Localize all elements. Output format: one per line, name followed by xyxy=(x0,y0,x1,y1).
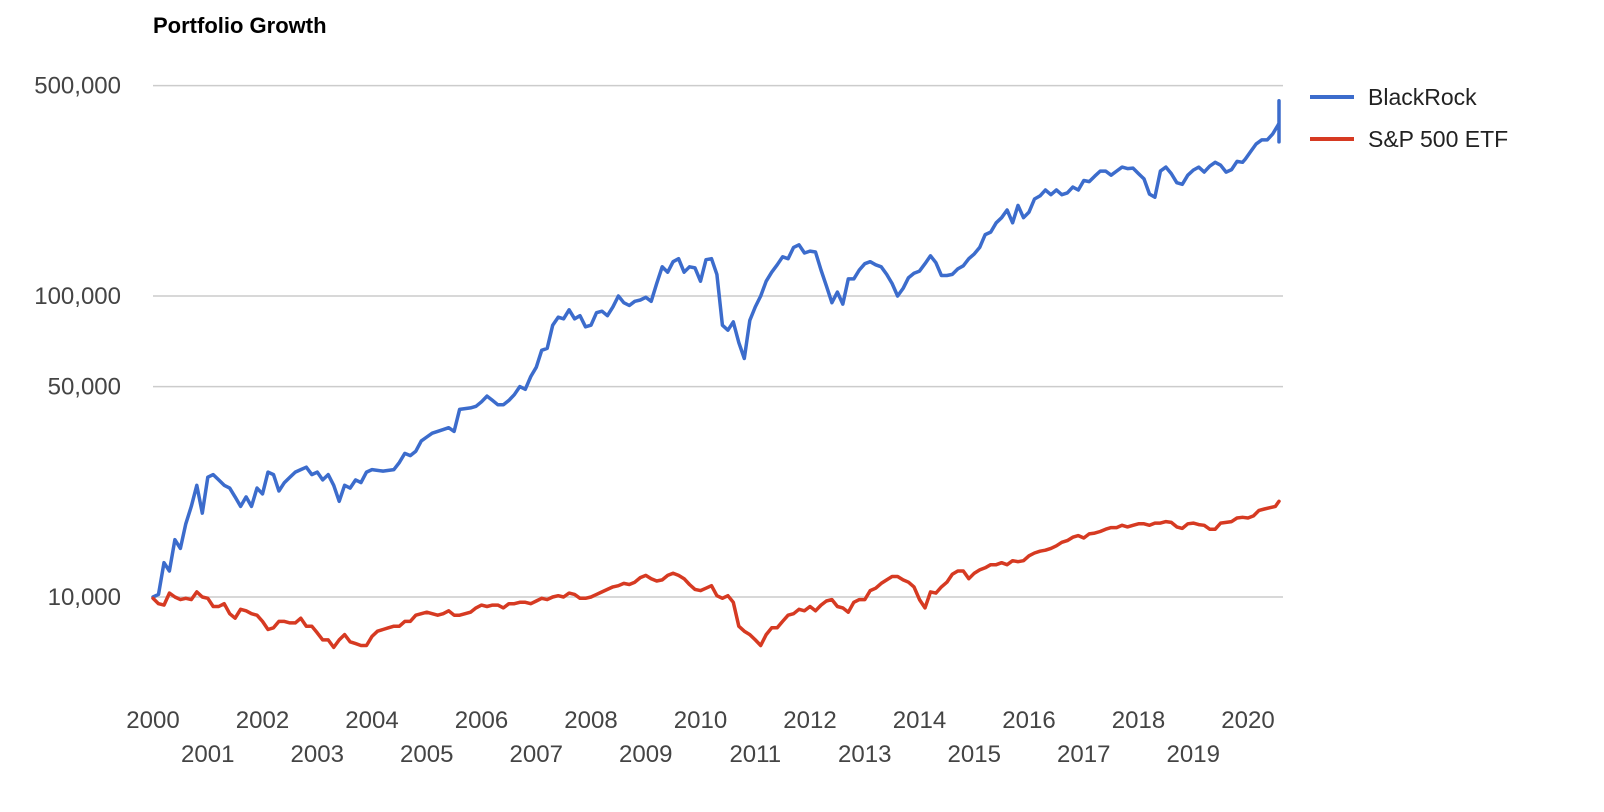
series-line-1 xyxy=(151,499,1281,650)
x-tick-label: 2009 xyxy=(619,741,672,768)
x-tick-label: 2013 xyxy=(838,741,891,768)
x-tick-label: 2017 xyxy=(1057,741,1110,768)
x-tick-label: 2006 xyxy=(455,707,508,734)
x-tick-label: 2008 xyxy=(564,707,617,734)
y-tick-label: 10,000 xyxy=(48,584,121,611)
chart-title: Portfolio Growth xyxy=(153,13,327,38)
gridlines xyxy=(153,84,1283,598)
y-tick-label: 100,000 xyxy=(34,283,121,310)
legend: BlackRock S&P 500 ETF xyxy=(1310,84,1508,152)
x-tick-label: 2014 xyxy=(893,707,946,734)
x-tick-label: 2007 xyxy=(510,741,563,768)
x-tick-label: 2019 xyxy=(1167,741,1220,768)
x-tick-label: 2020 xyxy=(1221,707,1274,734)
x-tick-label: 2012 xyxy=(783,707,836,734)
x-tick-label: 2000 xyxy=(126,707,179,734)
x-tick-label: 2004 xyxy=(345,707,398,734)
series-lines xyxy=(151,99,1281,650)
y-tick-label: 50,000 xyxy=(48,374,121,401)
x-axis-tick-labels: 2000200120022003200420052006200720082009… xyxy=(126,707,1274,768)
y-tick-label: 500,000 xyxy=(34,73,121,100)
x-tick-label: 2003 xyxy=(291,741,344,768)
legend-label: BlackRock xyxy=(1368,84,1477,110)
x-tick-label: 2015 xyxy=(948,741,1001,768)
x-tick-label: 2011 xyxy=(729,741,781,768)
y-axis-tick-labels: 10,000 50,000 100,000 500,000 xyxy=(34,73,121,611)
x-tick-label: 2010 xyxy=(674,707,727,734)
series-line-0 xyxy=(151,99,1281,599)
x-tick-label: 2002 xyxy=(236,707,289,734)
x-tick-label: 2016 xyxy=(1002,707,1055,734)
x-tick-label: 2005 xyxy=(400,741,453,768)
x-tick-label: 2018 xyxy=(1112,707,1165,734)
x-tick-label: 2001 xyxy=(181,741,234,768)
legend-label: S&P 500 ETF xyxy=(1368,126,1508,152)
